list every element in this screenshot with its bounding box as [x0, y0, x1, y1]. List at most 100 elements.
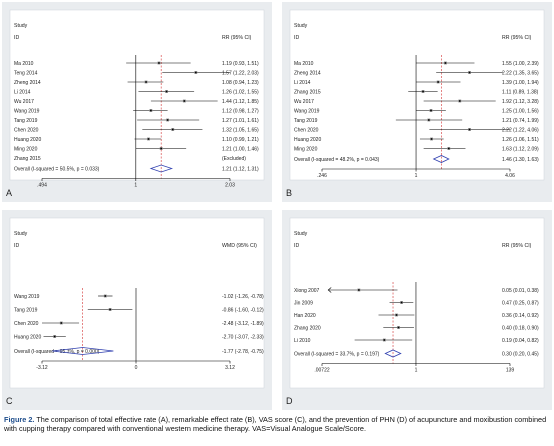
id-header: ID	[294, 243, 299, 249]
study-point	[458, 100, 461, 102]
study-label: Zheng 2014	[294, 70, 321, 76]
overall-estimate-text: 1.21 (1.12, 1.31)	[222, 166, 259, 172]
study-label: Wang 2019	[294, 108, 320, 114]
study-label: Li 2014	[294, 80, 311, 86]
study-point	[149, 109, 152, 112]
overall-label: Overall (I-squared = 50.5%, p = 0.033)	[14, 166, 100, 172]
panel-letter: A	[6, 188, 12, 198]
figure-caption: Figure 2. The comparison of total effect…	[4, 415, 552, 434]
study-label: Huang 2020	[14, 334, 41, 340]
study-point	[447, 147, 450, 150]
overall-diamond	[432, 155, 450, 163]
x-tick-label: .246	[317, 173, 327, 179]
overall-estimate-text: 1.46 (1.30, 1.63)	[502, 157, 539, 163]
forest-plot-d: Study ID RR (95% CI) Xiong 2007 0.05 (0.01, …	[282, 210, 552, 410]
study-label: Han 2020	[294, 313, 316, 319]
forest-plot-svg-b: Study ID RR (95% CI) Ma 2010 1.55 (1.00, 2.3…	[286, 9, 545, 198]
forest-plot-svg-a: Study ID RR (95% CI) Ma 2010 1.19 (0.93, 1.5…	[6, 9, 265, 198]
study-label: Wang 2019	[14, 294, 40, 300]
overall-label: Overall (I-squared = 33.7%, p = 0.197)	[294, 351, 380, 357]
study-label: Li 2014	[14, 89, 31, 95]
study-label: Huang 2020	[14, 137, 41, 143]
panel-letter: B	[286, 188, 292, 198]
study-estimate-text: 2.22 (1.35, 3.65)	[502, 70, 539, 76]
study-label: Teng 2014	[14, 70, 38, 76]
study-label: Ma 2010	[294, 61, 314, 67]
forest-plot-c: Study ID WMD (95% CI) Wang 2019 -1.02 (-1.26…	[2, 210, 272, 410]
study-estimate-text: -2.70 (-3.07, -2.33)	[222, 334, 264, 340]
study-label: Chen 2020	[14, 321, 39, 327]
study-point	[397, 326, 400, 329]
study-point	[357, 289, 360, 291]
study-point	[166, 119, 169, 121]
x-tick-label: 139	[506, 368, 515, 374]
panel-letter: C	[6, 396, 13, 406]
id-header: ID	[294, 35, 299, 41]
figure-caption-text: The comparison of total effective rate (…	[4, 415, 547, 434]
study-estimate-text: 1.44 (1.12, 1.85)	[222, 99, 259, 105]
study-point	[109, 308, 111, 311]
x-tick-label: .494	[37, 183, 47, 189]
x-tick-label: .00722	[314, 368, 330, 374]
study-point	[430, 109, 432, 112]
study-estimate-text: -1.02 (-1.26, -0.78)	[222, 294, 264, 300]
left-arrow	[327, 287, 332, 293]
study-label: Ming 2020	[14, 146, 38, 152]
study-estimate-text: 1.25 (1.00, 1.56)	[502, 108, 539, 114]
study-point	[60, 322, 63, 324]
study-point	[171, 128, 174, 131]
study-header: Study	[294, 23, 308, 29]
study-estimate-text: (Excluded)	[222, 156, 246, 162]
study-label: Ming 2020	[294, 146, 318, 152]
study-estimate-text: -0.86 (-1.60, -0.12)	[222, 307, 264, 313]
id-header: ID	[14, 35, 19, 41]
study-point	[145, 81, 147, 83]
study-estimate-text: 1.11 (0.89, 1.38)	[502, 89, 539, 95]
study-label: Zhang 2015	[14, 156, 41, 162]
id-header: ID	[14, 243, 19, 249]
study-label: Huang 2020	[294, 137, 321, 143]
study-estimate-text: 0.47 (0.25, 0.87)	[502, 300, 539, 306]
x-tick-label: 1	[415, 173, 418, 179]
study-point	[395, 314, 398, 316]
x-tick-label: 4.06	[505, 173, 515, 179]
figure-label: Figure 2.	[4, 415, 35, 424]
study-label: Ma 2010	[14, 61, 34, 67]
study-point	[400, 301, 403, 304]
study-point	[53, 335, 56, 338]
forest-plot-a: Study ID RR (95% CI) Ma 2010 1.19 (0.93, 1.5…	[2, 2, 272, 202]
x-tick-label: -3.12	[36, 365, 48, 371]
study-point	[430, 138, 433, 140]
study-estimate-text: 0.05 (0.01, 0.38)	[502, 288, 539, 294]
study-label: Xiong 2007	[294, 288, 320, 294]
plot-area	[289, 9, 545, 181]
study-label: Zhang 2015	[294, 89, 321, 95]
study-label: Chen 2020	[294, 127, 319, 133]
study-point	[160, 147, 163, 150]
study-estimate-text: 1.39 (1.00, 1.94)	[502, 80, 539, 86]
study-header: Study	[14, 231, 28, 237]
forest-plot-b: Study ID RR (95% CI) Ma 2010 1.55 (1.00, 2.3…	[282, 2, 552, 202]
study-point	[422, 90, 424, 93]
overall-estimate-text: -1.77 (-2.78, -0.75)	[222, 349, 264, 355]
study-label: Zhang 2020	[294, 325, 321, 331]
study-label: Wang 2019	[14, 108, 40, 114]
study-estimate-text: 1.26 (1.06, 1.51)	[502, 137, 539, 143]
overall-diamond	[149, 164, 174, 173]
study-estimate-text: 2.22 (1.22, 4.06)	[502, 127, 539, 133]
study-estimate-text: 0.36 (0.14, 0.92)	[502, 313, 539, 319]
overall-label: Overall (I-squared = 48.2%, p = 0.043)	[294, 157, 380, 163]
overall-estimate-text: 0.30 (0.20, 0.45)	[502, 351, 539, 357]
effect-header: RR (95% CI)	[502, 35, 532, 41]
study-estimate-text: 1.32 (1.05, 1.65)	[222, 127, 259, 133]
study-point	[158, 62, 160, 64]
study-label: Tang 2019	[294, 118, 318, 124]
study-header: Study	[294, 231, 308, 237]
study-point	[383, 339, 386, 341]
x-tick-label: 2.03	[225, 183, 235, 189]
study-point	[444, 62, 447, 64]
study-estimate-text: 1.21 (1.00, 1.46)	[222, 146, 259, 152]
study-header: Study	[14, 23, 28, 29]
effect-header: RR (95% CI)	[502, 243, 532, 249]
plot-area	[9, 217, 265, 389]
